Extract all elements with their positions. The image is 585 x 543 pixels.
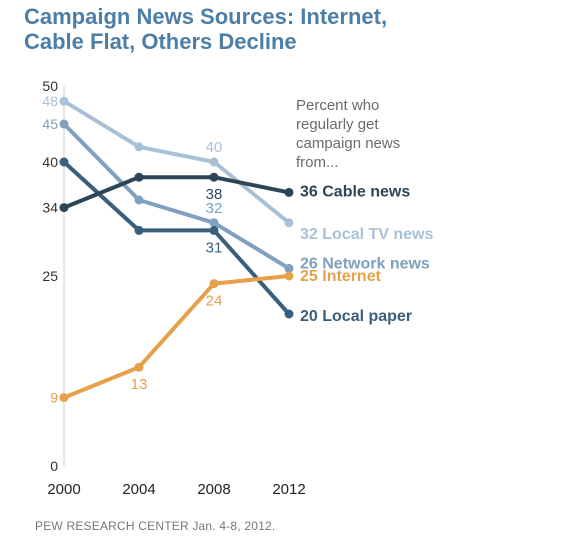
series-point xyxy=(284,218,294,228)
series-point xyxy=(59,119,69,129)
series-line xyxy=(62,99,291,225)
x-tick-label: 2012 xyxy=(272,481,305,498)
series-point xyxy=(284,187,294,197)
series-point xyxy=(209,225,219,235)
x-tick-label: 2004 xyxy=(122,481,155,498)
data-label: 32 xyxy=(206,200,223,217)
series-line xyxy=(62,175,291,210)
series-points xyxy=(59,96,294,403)
x-tick-label: 2008 xyxy=(197,481,230,498)
y-tick-label: 40 xyxy=(42,154,58,170)
series-point xyxy=(59,203,69,213)
y-tick-label: 25 xyxy=(42,268,58,284)
y-tick-label: 48 xyxy=(42,93,58,109)
series-end-label: 26 Network news xyxy=(300,255,430,272)
x-tick-label: 2000 xyxy=(47,481,80,498)
series-end-label: 25 Internet xyxy=(300,268,382,285)
series-point xyxy=(59,96,69,106)
data-label: 31 xyxy=(206,239,223,256)
y-tick-label: 34 xyxy=(42,200,58,216)
chart-note-line: campaign news xyxy=(296,135,401,152)
series-line xyxy=(62,160,291,316)
chart-note: Percent who regularly get campaign news … xyxy=(296,96,446,172)
series-point xyxy=(209,279,219,289)
series-end-label: 32 Local TV news xyxy=(300,226,433,243)
series-point xyxy=(134,362,144,372)
series-end-label: 20 Local paper xyxy=(300,308,412,325)
series-line xyxy=(62,274,291,400)
series-point xyxy=(209,157,219,167)
series-point xyxy=(284,309,294,319)
chart-note-line: regularly get xyxy=(296,116,379,133)
series-point xyxy=(59,393,69,403)
series-point xyxy=(134,142,144,152)
x-axis-ticks: 2000 2004 2008 2012 xyxy=(47,481,305,498)
series-point xyxy=(284,263,294,273)
series-point xyxy=(134,195,144,205)
y-tick-label: 0 xyxy=(50,458,58,474)
series-end-label: 36 Cable news xyxy=(300,183,410,200)
series-point xyxy=(134,172,144,182)
y-tick-label: 9 xyxy=(50,390,58,406)
series-point xyxy=(209,172,219,182)
series-point xyxy=(134,225,144,235)
series-line xyxy=(62,122,291,271)
data-label: 38 xyxy=(206,186,223,203)
series-point xyxy=(284,271,294,281)
y-tick-label: 45 xyxy=(42,116,58,132)
data-label: 40 xyxy=(206,139,223,156)
y-tick-label: 50 xyxy=(42,78,58,94)
chart-title-line-1: Campaign News Sources: Internet, xyxy=(24,4,388,29)
data-label: 13 xyxy=(131,376,148,393)
series-lines xyxy=(62,99,291,400)
chart-note-line: from... xyxy=(296,154,339,171)
source-note: PEW RESEARCH CENTER Jan. 4-8, 2012. xyxy=(35,519,276,533)
chart-title: Campaign News Sources: Internet, Cable F… xyxy=(24,4,387,54)
chart-title-line-2: Cable Flat, Others Decline xyxy=(24,29,297,54)
series-end-labels: 32 Local TV news 26 Network news 20 Local … xyxy=(300,183,433,325)
data-label: 24 xyxy=(206,293,223,310)
series-point xyxy=(209,218,219,228)
chart-note-line: Percent who xyxy=(296,97,380,114)
series-point xyxy=(59,157,69,167)
